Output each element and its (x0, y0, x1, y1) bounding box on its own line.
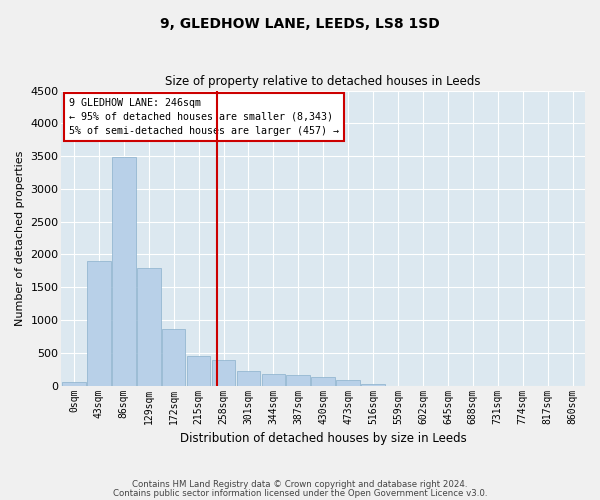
Bar (212, 360, 235, 386)
Bar (62, 382, 86, 386)
Text: Contains HM Land Registry data © Crown copyright and database right 2024.: Contains HM Land Registry data © Crown c… (132, 480, 468, 489)
Bar (112, 158, 136, 386)
Bar (87, 261, 110, 386)
Bar (286, 375, 310, 386)
Bar (337, 380, 360, 386)
Y-axis label: Number of detached properties: Number of detached properties (15, 150, 25, 326)
Text: Contains public sector information licensed under the Open Government Licence v3: Contains public sector information licen… (113, 489, 487, 498)
Bar (361, 384, 385, 386)
Bar (311, 377, 335, 386)
Bar (187, 356, 211, 386)
Bar (262, 374, 285, 386)
Bar (236, 371, 260, 386)
Bar (162, 329, 185, 386)
Text: 9 GLEDHOW LANE: 246sqm
← 95% of detached houses are smaller (8,343)
5% of semi-d: 9 GLEDHOW LANE: 246sqm ← 95% of detached… (70, 98, 340, 136)
Title: Size of property relative to detached houses in Leeds: Size of property relative to detached ho… (166, 75, 481, 88)
Text: 9, GLEDHOW LANE, LEEDS, LS8 1SD: 9, GLEDHOW LANE, LEEDS, LS8 1SD (160, 18, 440, 32)
X-axis label: Distribution of detached houses by size in Leeds: Distribution of detached houses by size … (180, 432, 467, 445)
Bar (137, 268, 161, 386)
